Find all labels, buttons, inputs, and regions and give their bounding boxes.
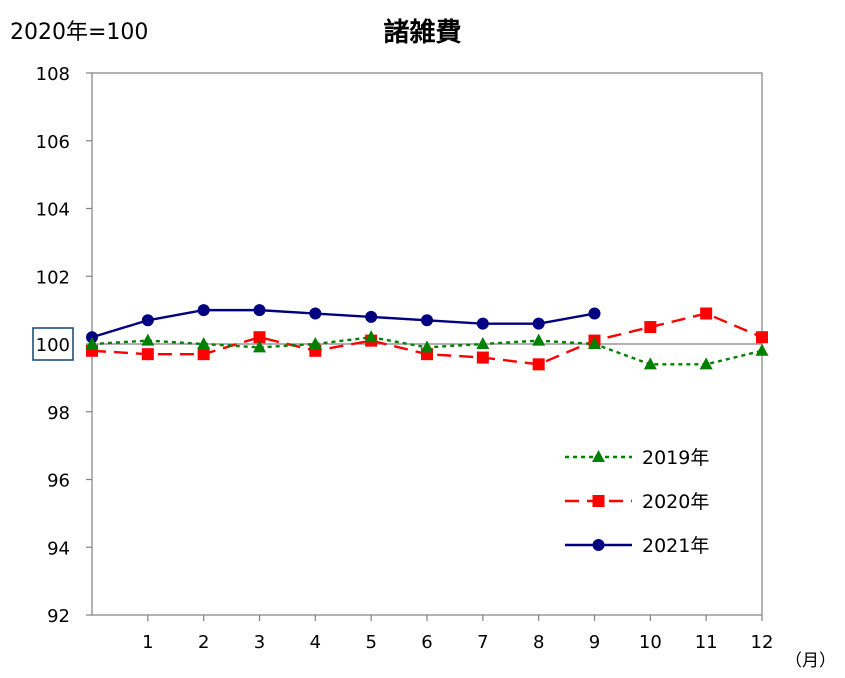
- data-point-2019年: [85, 337, 99, 349]
- data-point-2019年: [699, 357, 713, 370]
- x-tick-label: 7: [477, 632, 488, 653]
- x-tick-label: 12: [751, 632, 774, 653]
- y-tick-label: 94: [47, 538, 70, 559]
- data-point-2020年: [756, 331, 768, 344]
- legend-label-2019年: 2019年: [642, 447, 709, 469]
- data-point-2021年: [253, 304, 266, 317]
- series-line-2021年: [91, 308, 595, 339]
- y-tick-label: 98: [47, 403, 70, 424]
- data-point-2019年: [643, 357, 657, 370]
- data-point-2019年: [253, 340, 266, 353]
- data-point-2021年: [532, 317, 545, 330]
- data-point-2021年: [197, 304, 210, 317]
- y-tick-label: 108: [36, 64, 70, 85]
- data-point-2021年: [588, 307, 601, 320]
- data-point-2019年: [141, 333, 155, 346]
- x-tick-label: 2: [198, 632, 209, 653]
- data-point-2019年: [364, 330, 378, 343]
- data-point-2019年: [420, 340, 434, 353]
- data-point-2020年: [644, 321, 657, 334]
- y-tick-label: 102: [36, 267, 70, 288]
- y-tick-label: 92: [47, 606, 70, 627]
- data-point-2021年: [365, 310, 378, 323]
- data-point-2019年: [476, 337, 490, 349]
- data-point-2019年: [588, 337, 601, 349]
- y-tick-label: 100: [36, 335, 70, 356]
- x-tick-label: 4: [310, 632, 321, 653]
- legend-marker-2021年: [592, 539, 605, 551]
- x-tick-label: 6: [421, 632, 432, 653]
- x-tick-label: 3: [254, 632, 265, 653]
- data-point-2019年: [197, 337, 211, 349]
- y-tick-label: 96: [47, 471, 70, 492]
- data-point-2021年: [309, 307, 322, 320]
- x-tick-label: 1: [142, 632, 153, 653]
- legend-marker-2020年: [592, 495, 605, 507]
- chart-title: 諸雑費: [383, 18, 462, 48]
- highlighted-tick-box: [32, 327, 74, 361]
- x-tick-label: 11: [695, 632, 718, 653]
- x-tick-label: 5: [365, 632, 376, 653]
- data-point-2020年: [253, 331, 266, 344]
- data-point-2020年: [141, 348, 154, 361]
- data-point-2021年: [141, 314, 154, 327]
- legend-label-2020年: 2020年: [642, 491, 709, 513]
- data-point-2021年: [421, 314, 433, 327]
- data-point-2019年: [755, 343, 769, 356]
- data-point-2020年: [197, 348, 210, 361]
- x-tick-label: 8: [533, 632, 544, 653]
- x-axis-unit-label: （月）: [785, 651, 836, 671]
- data-point-2020年: [700, 307, 713, 320]
- y-tick-label: 104: [36, 200, 70, 221]
- x-tick-label: 10: [639, 632, 662, 653]
- data-point-2019年: [532, 333, 546, 346]
- y-tick-label: 106: [36, 132, 70, 153]
- data-point-2020年: [476, 351, 489, 364]
- legend-label-2021年: 2021年: [642, 535, 709, 557]
- data-point-2019年: [308, 337, 322, 349]
- legend-marker-2019年: [592, 450, 605, 462]
- data-point-2020年: [532, 358, 545, 371]
- data-point-2021年: [476, 317, 489, 330]
- base-year-label: 2020年=100: [10, 20, 149, 45]
- x-tick-label: 9: [589, 632, 600, 653]
